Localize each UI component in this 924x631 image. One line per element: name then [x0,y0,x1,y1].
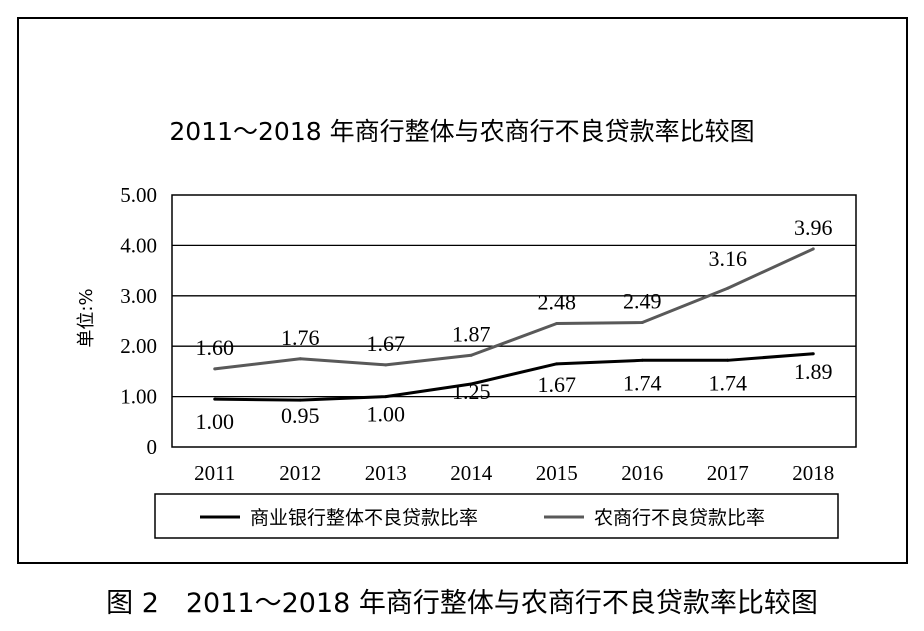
legend-box [154,493,839,539]
x-tick-label: 2014 [450,461,493,485]
data-point [469,382,473,386]
series-lines [213,247,815,402]
data-label: 1.00 [367,402,406,427]
data-label: 2.49 [623,289,662,314]
data-label: 3.16 [709,246,748,271]
x-tick-label: 2017 [707,461,749,485]
y-tick-labels: 0 1.00 2.00 3.00 4.00 5.00 [120,183,157,459]
data-label: 2.48 [538,290,577,315]
data-point [213,367,217,371]
x-tick-label: 2013 [365,461,407,485]
data-labels: 1.00 0.95 1.00 1.25 1.67 1.74 1.74 1.89 1.60 1.76… [196,215,833,434]
data-label: 1.74 [623,370,662,395]
data-point [640,358,644,362]
data-label: 1.60 [196,335,235,360]
data-point [213,397,217,401]
data-point [555,362,559,366]
chart-title: 2011～2018 年商行整体与农商行不良贷款率比较图 [169,117,754,146]
data-point [469,353,473,357]
series-line-rural-banks [214,247,814,371]
data-label: 1.87 [452,321,491,346]
y-tick-label: 1.00 [120,385,157,409]
x-tick-label: 2015 [536,461,578,485]
series-line-commercial-banks [214,352,814,402]
data-point [384,363,388,367]
data-point [811,247,815,251]
y-axis-title: 单位:% [76,288,97,347]
gridlines [172,244,856,398]
data-label: 1.00 [196,409,235,434]
data-label: 1.76 [281,325,320,350]
data-label: 3.96 [794,215,833,240]
data-label: 1.89 [794,359,833,384]
y-tick-label: 5.00 [120,183,157,207]
data-label: 0.95 [281,403,320,428]
plot-area [171,194,857,448]
data-point [726,286,730,290]
figure-caption: 图 2 2011～2018 年商行整体与农商行不良贷款率比较图 [106,588,818,619]
data-point [811,352,815,356]
data-point [298,357,302,361]
y-tick-label: 2.00 [120,334,157,358]
x-tick-label: 2016 [621,461,663,485]
data-point [555,322,559,326]
x-tick-label: 2011 [194,461,235,485]
data-point [726,358,730,362]
data-label: 1.74 [709,370,748,395]
data-point [298,398,302,402]
x-tick-labels: 2011 2012 2013 2014 2015 2016 2017 2018 [194,461,834,485]
y-tick-label: 4.00 [120,233,157,257]
legend-label-rural: 农商行不良贷款比率 [594,507,765,529]
chart-border [17,17,908,564]
data-point [640,321,644,325]
x-tick-label: 2018 [792,461,834,485]
y-tick-label: 3.00 [120,284,157,308]
data-label: 1.67 [367,331,406,356]
data-label: 1.25 [452,379,491,404]
legend-label-commercial: 商业银行整体不良贷款比率 [250,507,478,529]
x-tick-label: 2012 [279,461,321,485]
data-point [384,395,388,399]
y-tick-label: 0 [147,435,158,459]
data-label: 1.67 [538,372,577,397]
